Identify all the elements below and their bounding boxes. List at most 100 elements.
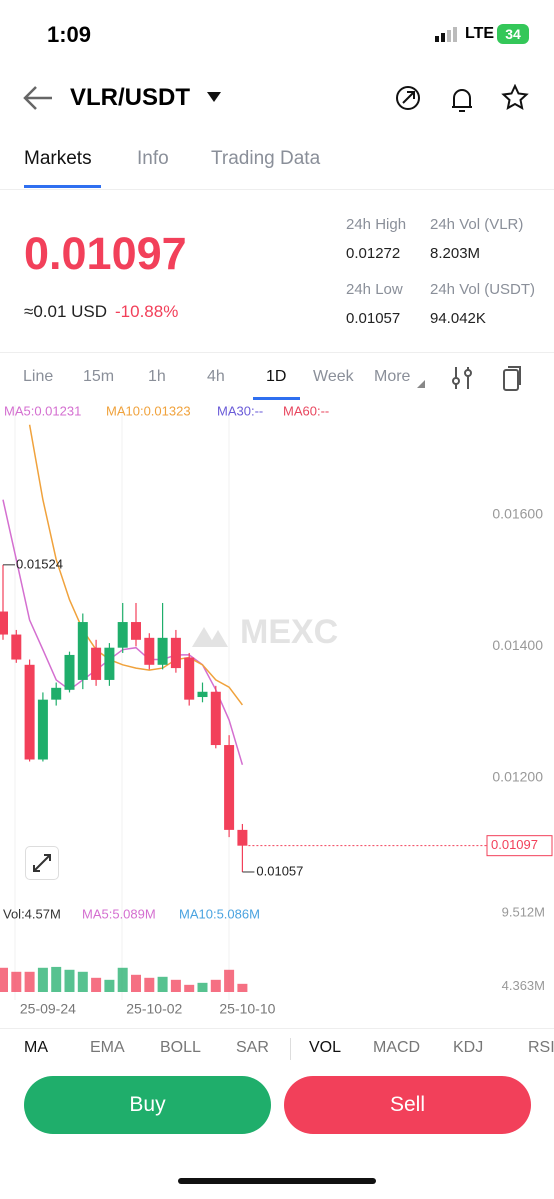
divider	[0, 189, 554, 190]
interval[interactable]: Line	[23, 368, 54, 385]
interval[interactable]: 4h	[207, 368, 225, 385]
last-price: 0.01097	[24, 228, 187, 279]
volume-legend: MA5:5.089M	[82, 906, 156, 921]
header-icons	[396, 84, 529, 112]
indicator[interactable]: MACD	[373, 1039, 421, 1056]
candle-body	[24, 664, 35, 760]
stat-value: 94.042K	[430, 310, 486, 327]
x-tick-label: 25-09-24	[20, 1001, 76, 1017]
candle-body	[157, 637, 168, 665]
fullscreen-button[interactable]	[25, 846, 59, 880]
interval[interactable]: More	[374, 368, 411, 385]
stat-value: 0.01272	[346, 245, 401, 262]
last-price-label: 0.01097	[491, 837, 538, 852]
interval[interactable]: Week	[313, 368, 354, 385]
tab-indicator	[24, 185, 101, 188]
volume-legend: Vol:4.57M	[3, 906, 61, 921]
candle-body	[51, 687, 62, 700]
volume-bar	[64, 969, 75, 992]
indicator[interactable]: RSI	[528, 1039, 554, 1056]
pair-title[interactable]: VLR/USDT	[70, 84, 190, 111]
candle-body	[37, 699, 48, 760]
interval[interactable]: 15m	[83, 368, 115, 385]
tab[interactable]: Markets	[24, 148, 92, 169]
volume-bar	[77, 971, 88, 992]
stat-label: 24h Low	[346, 281, 403, 298]
candle-body	[117, 622, 128, 648]
pair-dropdown[interactable]	[205, 90, 223, 104]
fullscreen-icon	[33, 854, 51, 872]
watermark-logo	[192, 627, 228, 647]
candle-body	[131, 622, 141, 640]
candle-body	[224, 745, 235, 830]
buy-button[interactable]: Buy	[24, 1076, 271, 1134]
volume-bar	[91, 977, 102, 992]
legend-entry: MA10:0.01323	[106, 403, 191, 418]
legend-entry: MA30:--	[217, 403, 263, 418]
indicator[interactable]: EMA	[90, 1039, 125, 1056]
volume-bar	[104, 979, 115, 992]
volume-bar	[144, 977, 155, 992]
volume-bar	[37, 967, 48, 992]
x-tick-label: 25-10-02	[126, 1001, 182, 1017]
volume-bar	[131, 974, 141, 992]
volume-bar	[117, 967, 128, 992]
volume-bar	[224, 969, 235, 992]
volume-bar	[184, 984, 195, 992]
status-time: 1:09	[47, 22, 92, 47]
volume-bar	[11, 971, 22, 992]
volume-bar	[51, 966, 62, 992]
more-triangle	[417, 380, 425, 388]
high-label: 0.01524	[16, 556, 63, 571]
interval-indicator	[253, 397, 300, 400]
indicator[interactable]: MA	[24, 1039, 48, 1056]
y-tick-label: 0.01600	[492, 506, 543, 522]
candle-body	[144, 637, 155, 665]
home-indicator	[178, 1178, 376, 1184]
volume-bar	[237, 983, 248, 992]
candle-body	[197, 691, 208, 698]
candle-body	[0, 611, 8, 635]
candle-body	[11, 634, 22, 660]
candle-body	[104, 647, 115, 680]
price-usd: ≈0.01 USD	[24, 302, 108, 321]
y-tick-label: 0.01200	[492, 769, 543, 785]
indicator[interactable]: BOLL	[160, 1039, 201, 1056]
stat-label: 24h Vol (USDT)	[430, 281, 536, 298]
candle-body	[170, 637, 181, 669]
chart-tools[interactable]	[450, 364, 530, 392]
volume-tick-label: 9.512M	[502, 904, 545, 919]
separator	[290, 1038, 291, 1060]
indicator[interactable]: KDJ	[453, 1039, 484, 1056]
battery: 34	[497, 24, 529, 44]
tab[interactable]: Info	[137, 148, 169, 169]
sell-button[interactable]: Sell	[284, 1076, 531, 1134]
candle-body	[91, 647, 102, 680]
y-tick-label: 0.01400	[492, 637, 543, 653]
volume-bar	[210, 979, 221, 992]
candle-body	[237, 829, 248, 846]
volume-tick-label: 4.363M	[502, 978, 545, 993]
price-change: -10.88%	[115, 302, 179, 321]
kline-chart: MEXC 0.01600 0.01400 0.01200 MA5:0.01231 MA10…	[0, 403, 553, 1017]
volume-bar	[170, 979, 181, 992]
candle-body	[77, 622, 88, 680]
volume-bar	[0, 967, 8, 992]
volume-bar	[157, 976, 168, 992]
stat-label: 24h High	[346, 216, 407, 233]
back-button[interactable]	[22, 84, 54, 112]
signal-icon	[435, 27, 457, 42]
divider	[0, 1028, 554, 1029]
legend-entry: MA60:--	[283, 403, 329, 418]
candle-body	[184, 657, 195, 700]
indicator[interactable]: SAR	[236, 1039, 269, 1056]
interval[interactable]: 1h	[148, 368, 166, 385]
status-network: LTE	[465, 25, 495, 42]
stat-value: 0.01057	[346, 310, 401, 327]
volume-bar	[24, 971, 35, 992]
tab[interactable]: Trading Data	[211, 148, 321, 169]
indicator[interactable]: VOL	[309, 1039, 342, 1056]
ma-line	[28, 424, 244, 706]
interval[interactable]: 1D	[266, 368, 287, 385]
